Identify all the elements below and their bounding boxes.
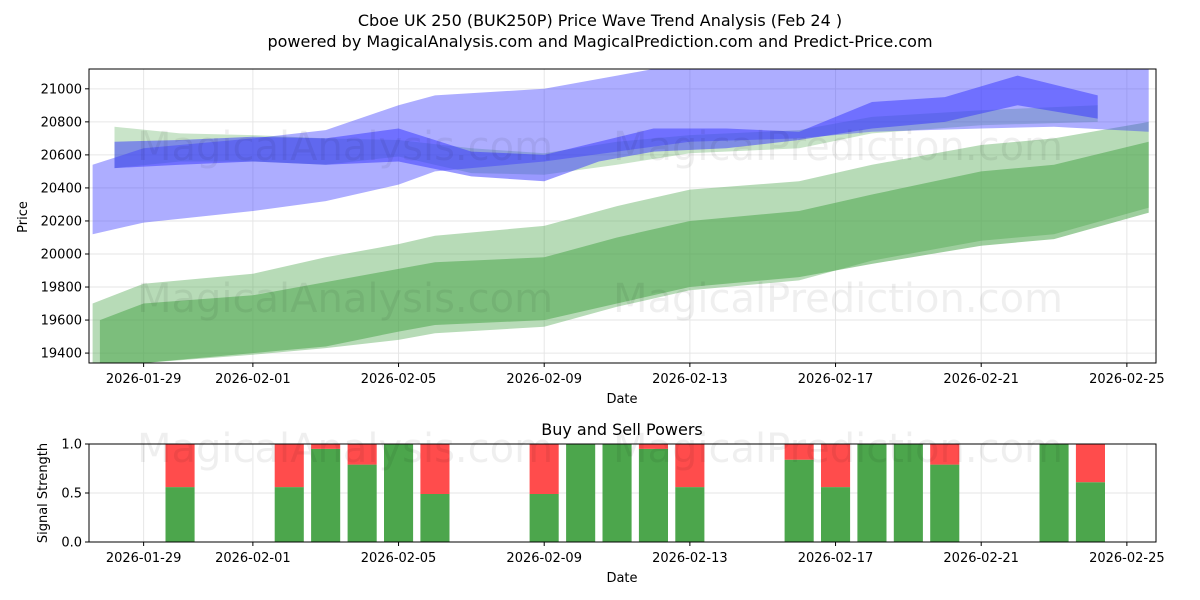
buy-bar bbox=[893, 444, 923, 542]
signal-x-tick-label: 2026-02-17 bbox=[798, 551, 874, 566]
price-x-tick-label: 2026-02-25 bbox=[1089, 372, 1165, 387]
signal-x-tick-label: 2026-02-05 bbox=[361, 551, 437, 566]
price-x-tick-label: 2026-02-17 bbox=[798, 372, 874, 387]
signal-y-tick-label: 1.0 bbox=[61, 438, 82, 453]
chart-title-line1: Cboe UK 250 (BUK250P) Price Wave Trend A… bbox=[358, 11, 842, 30]
signal-plot-title: Buy and Sell Powers bbox=[541, 420, 703, 439]
buy-bar bbox=[602, 444, 632, 542]
price-x-tick-label: 2026-02-05 bbox=[361, 372, 437, 387]
chart-title-line2: powered by MagicalAnalysis.com and Magic… bbox=[267, 32, 932, 51]
price-y-tick-label: 19600 bbox=[41, 314, 82, 329]
buy-bar bbox=[1075, 482, 1105, 542]
signal-y-tick-label: 0.5 bbox=[61, 487, 82, 502]
price-grid bbox=[89, 69, 1156, 363]
price-y-ticks: 19400 19600 19800 20000 20200 20400 20600 20800… bbox=[41, 82, 89, 362]
signal-x-tick-label: 2026-02-09 bbox=[506, 551, 582, 566]
price-y-tick-label: 20600 bbox=[41, 148, 82, 163]
signal-x-tick-label: 2026-02-13 bbox=[652, 551, 728, 566]
buy-bar bbox=[1039, 444, 1069, 542]
buy-bar bbox=[857, 444, 887, 542]
signal-x-tick-label: 2026-01-29 bbox=[106, 551, 182, 566]
price-y-tick-label: 20800 bbox=[41, 115, 82, 130]
sell-bar bbox=[821, 444, 851, 488]
price-y-tick-label: 19400 bbox=[41, 347, 82, 362]
price-x-tick-label: 2026-02-21 bbox=[943, 372, 1019, 387]
price-y-tick-label: 21000 bbox=[41, 82, 82, 97]
watermark-analysis-mid: MagicalAnalysis.com bbox=[137, 276, 553, 322]
price-y-tick-label: 20200 bbox=[41, 214, 82, 229]
sell-bar bbox=[1075, 444, 1105, 483]
sell-bar bbox=[347, 444, 377, 465]
buy-bar bbox=[165, 487, 195, 542]
buy-bar bbox=[384, 444, 414, 542]
blue-core-band bbox=[114, 75, 1098, 182]
price-bands bbox=[92, 69, 1149, 363]
sell-bar bbox=[529, 444, 559, 494]
signal-bars bbox=[165, 444, 1105, 542]
watermark-analysis-top: MagicalAnalysis.com bbox=[137, 124, 553, 170]
buy-bar bbox=[274, 487, 304, 542]
buy-bar bbox=[347, 464, 377, 542]
price-x-ticks: 2026-01-29 2026-02-01 2026-02-05 2026-02-09… bbox=[106, 363, 1165, 387]
watermark-analysis-bottom: MagicalAnalysis.com bbox=[137, 426, 553, 472]
price-plot: MagicalAnalysis.com MagicalPrediction.co… bbox=[16, 68, 1165, 407]
buy-bar bbox=[638, 448, 668, 542]
price-x-tick-label: 2026-02-01 bbox=[215, 372, 291, 387]
signal-y-tick-label: 0.0 bbox=[61, 536, 82, 551]
buy-bar bbox=[420, 494, 450, 542]
signal-x-tick-label: 2026-02-01 bbox=[215, 551, 291, 566]
buy-bar bbox=[675, 487, 705, 542]
sell-bar bbox=[420, 444, 450, 494]
buy-bar bbox=[821, 487, 851, 542]
price-x-tick-label: 2026-01-29 bbox=[106, 372, 182, 387]
signal-y-axis-label: Signal Strength bbox=[36, 443, 51, 543]
price-x-axis-label: Date bbox=[606, 392, 637, 407]
sell-bar bbox=[274, 444, 304, 488]
buy-bar bbox=[930, 464, 960, 542]
price-x-tick-label: 2026-02-13 bbox=[652, 372, 728, 387]
watermark-prediction-bottom: MagicalPrediction.com bbox=[613, 426, 1063, 472]
watermark-prediction-mid: MagicalPrediction.com bbox=[613, 276, 1063, 322]
buy-bar bbox=[566, 444, 596, 542]
sell-bar bbox=[675, 444, 705, 488]
buy-bar bbox=[529, 494, 559, 542]
sell-bar bbox=[165, 444, 195, 488]
signal-x-tick-label: 2026-02-21 bbox=[943, 551, 1019, 566]
signal-x-tick-label: 2026-02-25 bbox=[1089, 551, 1165, 566]
price-y-tick-label: 20000 bbox=[41, 247, 82, 262]
sell-bar bbox=[784, 444, 814, 460]
price-y-tick-label: 19800 bbox=[41, 281, 82, 296]
signal-x-ticks: 2026-01-29 2026-02-01 2026-02-05 2026-02-09… bbox=[106, 542, 1165, 566]
signal-plot: Buy and Sell Powers MagicalAnalysis.com … bbox=[36, 420, 1165, 586]
buy-bar bbox=[311, 448, 341, 542]
price-x-tick-label: 2026-02-09 bbox=[506, 372, 582, 387]
green-inner-band bbox=[99, 141, 1149, 363]
buy-bar bbox=[784, 459, 814, 542]
sell-bar bbox=[311, 444, 341, 449]
price-plot-frame bbox=[88, 68, 1157, 364]
watermark-prediction-top: MagicalPrediction.com bbox=[613, 124, 1063, 170]
price-y-axis-label: Price bbox=[16, 201, 31, 233]
signal-x-axis-label: Date bbox=[606, 571, 637, 586]
sell-bar bbox=[638, 444, 668, 449]
price-y-tick-label: 20400 bbox=[41, 181, 82, 196]
sell-bar bbox=[930, 444, 960, 465]
signal-y-ticks: 0.0 0.5 1.0 bbox=[61, 438, 89, 551]
